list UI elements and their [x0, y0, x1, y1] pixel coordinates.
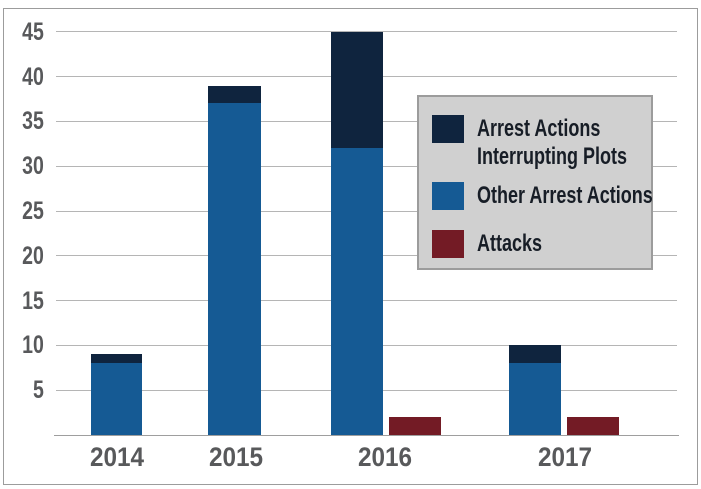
x-axis-category-text: 2016	[357, 442, 413, 472]
chart-frame-border	[3, 8, 698, 485]
y-axis-tick-label: 25	[0, 197, 44, 225]
x-axis-category-label: 2017	[515, 443, 615, 471]
x-axis-category-label: 2015	[186, 443, 286, 471]
y-axis-tick-label: 45	[0, 18, 44, 46]
y-axis-tick-label: 30	[0, 152, 44, 180]
legend-swatch-icon	[432, 115, 464, 143]
y-axis-tick-text: 10	[22, 331, 44, 360]
bar-2017-attacks	[567, 417, 619, 435]
bar-2016-other-arrest-actions	[331, 148, 383, 435]
x-axis-line	[54, 434, 679, 436]
legend-item: Attacks	[432, 230, 645, 258]
y-axis-tick-label: 5	[0, 376, 44, 404]
legend-label: Arrest Actions Interrupting Plots	[477, 115, 677, 171]
legend-label-line: Arrest Actions	[477, 115, 601, 142]
bar-2015-arrest-actions-interrupting-plots	[208, 85, 261, 104]
legend-item: Arrest Actions Interrupting Plots	[432, 115, 645, 171]
legend-label: Attacks	[477, 230, 564, 258]
legend: Arrest Actions Interrupting Plots Other Ar…	[417, 95, 653, 270]
y-axis-tick-label: 10	[0, 331, 44, 359]
x-axis-category-text: 2017	[537, 442, 593, 472]
x-axis-category-text: 2015	[208, 442, 264, 472]
bar-2017-other-arrest-actions	[509, 363, 561, 435]
legend-swatch-icon	[432, 182, 464, 210]
x-axis-category-label: 2014	[67, 443, 167, 471]
y-axis-tick-label: 20	[0, 242, 44, 270]
x-axis-category-text: 2014	[89, 442, 145, 472]
y-axis-tick-label: 40	[0, 63, 44, 91]
y-axis-tick-text: 15	[22, 286, 44, 315]
bar-2014-arrest-actions-interrupting-plots	[91, 354, 142, 364]
x-axis-category-label: 2016	[335, 443, 435, 471]
y-axis-tick-text: 45	[22, 17, 44, 46]
bar-2014-other-arrest-actions	[91, 363, 142, 435]
y-axis-tick-label: 15	[0, 287, 44, 315]
legend-label: Other Arrest Actions	[477, 182, 701, 210]
y-axis-tick-text: 30	[22, 152, 44, 181]
y-axis-tick-text: 35	[22, 107, 44, 136]
y-axis-tick-text: 5	[33, 376, 44, 405]
y-axis-tick-text: 25	[22, 197, 44, 225]
legend-label-line: Other Arrest Actions	[477, 182, 653, 209]
bar-2017-arrest-actions-interrupting-plots	[509, 345, 561, 364]
legend-label-line: Attacks	[477, 230, 543, 257]
bar-2015-other-arrest-actions	[208, 103, 261, 435]
bar-2016-attacks	[389, 417, 441, 435]
bar-2016-arrest-actions-interrupting-plots	[331, 31, 383, 149]
legend-label-line: Interrupting Plots	[477, 143, 627, 170]
y-axis-tick-text: 40	[22, 62, 44, 91]
y-axis-tick-text: 20	[22, 241, 44, 270]
y-axis-tick-label: 35	[0, 107, 44, 135]
legend-item: Other Arrest Actions	[432, 182, 653, 210]
legend-swatch-icon	[432, 230, 464, 258]
